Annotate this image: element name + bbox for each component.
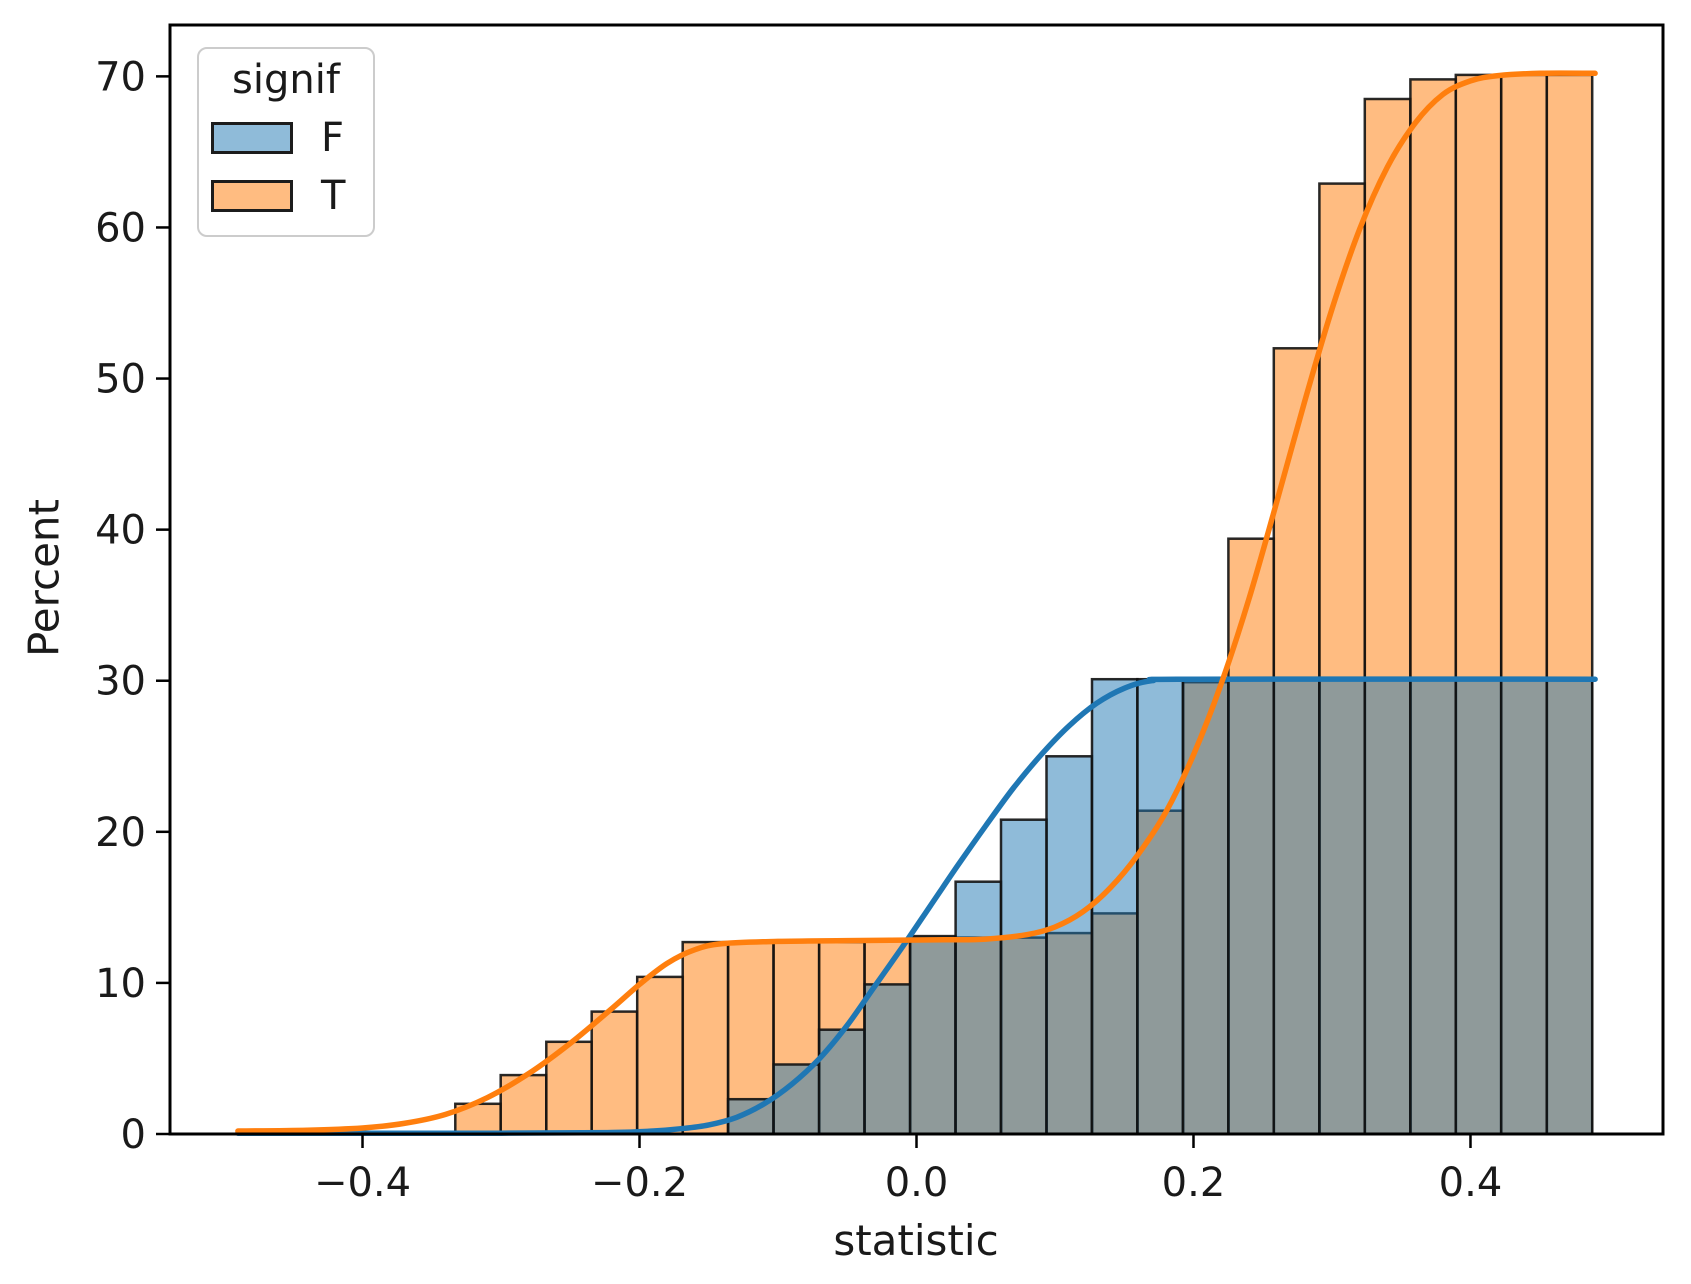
bar-F-18 bbox=[1272, 677, 1321, 1136]
x-tick-label: 0.0 bbox=[885, 1160, 949, 1206]
x-tick-label: 0.2 bbox=[1162, 1160, 1226, 1206]
bar-F-23 bbox=[1499, 677, 1549, 1136]
legend-swatch-t-icon bbox=[211, 180, 293, 212]
bar-F-7 bbox=[772, 1063, 821, 1136]
x-axis-label: statistic bbox=[833, 1216, 999, 1265]
bar-F-17 bbox=[1227, 677, 1276, 1136]
bar-T-5 bbox=[681, 940, 730, 1136]
legend-title: signif bbox=[232, 57, 340, 103]
y-tick-label: 10 bbox=[95, 961, 146, 1007]
x-tick-label: 0.4 bbox=[1439, 1160, 1503, 1206]
x-tick-label: −0.4 bbox=[314, 1160, 411, 1206]
legend: signif F T bbox=[197, 47, 375, 237]
bar-F-14 bbox=[1090, 677, 1139, 1136]
bar-F-12 bbox=[999, 818, 1048, 1136]
bar-F-22 bbox=[1454, 677, 1503, 1136]
bar-F-8 bbox=[817, 1028, 866, 1136]
y-tick-label: 60 bbox=[95, 205, 146, 251]
legend-label-t: T bbox=[321, 173, 346, 219]
kde-curve-T bbox=[235, 70, 1598, 1134]
bar-F-10 bbox=[908, 934, 957, 1136]
bar-F-24 bbox=[1545, 677, 1594, 1136]
legend-swatch-f-icon bbox=[211, 122, 293, 154]
bar-F-15 bbox=[1136, 677, 1185, 1136]
legend-label-f: F bbox=[321, 115, 345, 161]
bar-F-16 bbox=[1181, 677, 1230, 1136]
bar-T-3 bbox=[590, 1010, 639, 1136]
y-tick-label: 20 bbox=[95, 810, 146, 856]
legend-entry-t: T bbox=[211, 173, 361, 219]
y-tick-label: 50 bbox=[95, 357, 146, 403]
bar-F-11 bbox=[954, 880, 1003, 1136]
bar-T-4 bbox=[635, 975, 685, 1136]
bar-F-20 bbox=[1363, 677, 1412, 1136]
bars-F bbox=[726, 677, 1594, 1136]
axis-ticks: 0 10 20 30 40 50 60 70 −0.4 −0.2 0.0 0.2 0.4 bbox=[95, 54, 1502, 1206]
y-tick-label: 30 bbox=[95, 659, 146, 705]
x-tick-label: −0.2 bbox=[591, 1160, 688, 1206]
y-tick-label: 0 bbox=[121, 1112, 146, 1158]
y-tick-label: 40 bbox=[95, 508, 146, 554]
bar-F-19 bbox=[1318, 677, 1367, 1136]
y-tick-label: 70 bbox=[95, 54, 146, 100]
bar-F-21 bbox=[1409, 677, 1458, 1136]
y-axis-label: Percent bbox=[19, 498, 69, 658]
bar-F-9 bbox=[863, 983, 912, 1136]
kde-curve-F bbox=[235, 676, 1598, 1137]
legend-entry-f: F bbox=[211, 115, 361, 161]
bar-F-13 bbox=[1045, 755, 1094, 1136]
